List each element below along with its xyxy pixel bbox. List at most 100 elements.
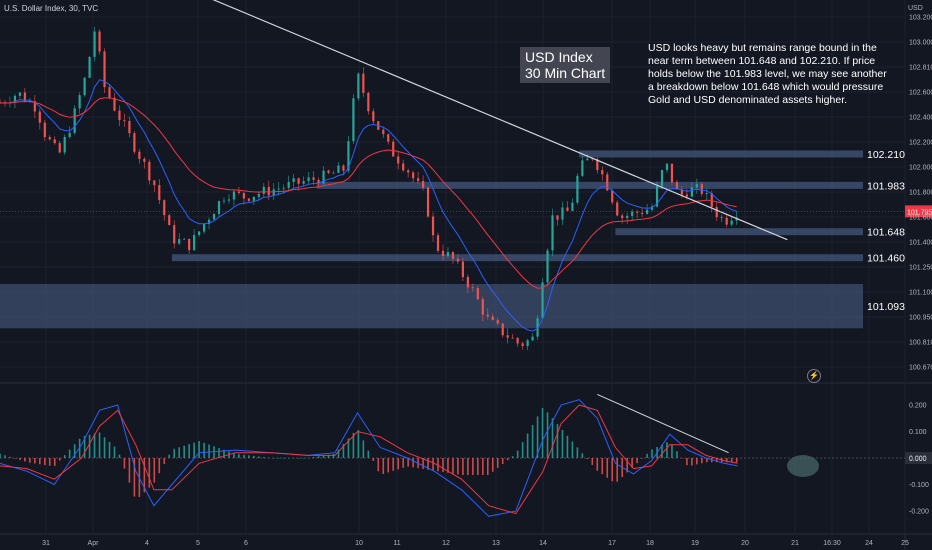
macd-histogram-bar [641,458,643,459]
horizontal-levels-layer [171,150,863,262]
macd-histogram-bar [307,457,310,459]
y-tick-label: 100.670 [909,365,932,372]
macd-histogram-bar [178,447,180,458]
candle-body [262,186,265,194]
candle-body [277,188,280,190]
y-tick-label: 102.200 [909,140,932,147]
macd-histogram-bar [0,453,1,458]
candle-body [287,181,290,188]
candle-body [252,196,255,201]
candle-body [232,191,236,200]
candle-body [466,277,469,288]
candle-body [581,160,584,176]
macd-histogram-bar [73,444,76,458]
macd-histogram-bar [317,456,320,458]
ma-fast-line [0,79,737,332]
macd-histogram-bar [302,458,305,459]
candle-body [675,182,679,190]
candle-body [705,193,708,194]
macd-histogram-bar [666,442,668,458]
candle-body [526,340,529,347]
macd-value-text: 0.000 [909,456,927,463]
macd-histogram-bar [606,458,609,478]
candle-body [108,87,111,98]
candle-body [606,174,609,191]
macd-histogram-bar [442,458,444,473]
current-price-badge [905,205,932,218]
candle-body [446,252,450,257]
current-price-text: 101.795 [907,209,932,216]
macd-histogram-bar [14,458,16,459]
candle-body [392,141,395,157]
y-tick-label: 101.100 [909,290,932,297]
candle-body [73,108,76,133]
candle-body [33,101,36,112]
macd-histogram-bar [725,458,728,463]
macd-histogram-bar [19,458,21,460]
candle-body [118,110,121,121]
x-tick-label: 6 [244,540,248,547]
x-tick-label: 19 [691,540,699,547]
macd-histogram-bar [208,444,210,458]
macd-histogram-bar [203,442,205,458]
macd-histogram-bar [88,434,91,458]
candle-body [58,143,61,153]
y-tick-label: 101.800 [909,190,932,197]
candle-body [367,92,370,112]
candle-body [636,211,639,213]
candle-body [496,319,499,324]
macd-histogram-bar [651,449,653,458]
macd-trendline [597,393,729,454]
macd-histogram-bar [521,442,524,458]
macd-histogram-bar [526,433,529,458]
candle-body [660,170,664,187]
macd-histogram-bar [258,456,260,458]
ma-slow-line [0,97,737,289]
candle-body [307,177,310,182]
macd-histogram-bar [601,458,604,475]
lightning-icon[interactable]: ⚡ [807,369,821,383]
macd-histogram-bar [472,458,474,475]
macd-histogram-bar [531,424,534,458]
macd-histogram-bar [53,458,56,466]
candle-body [571,202,574,211]
candle-body [417,178,420,181]
chart-title-box: USD Index 30 Min Chart [520,47,611,83]
macd-y-tick-label: -0.200 [909,509,929,516]
macd-histogram-bar [128,458,131,483]
candle-body [207,219,211,224]
macd-histogram-bar [24,458,26,462]
macd-line [0,399,738,517]
candle-body [631,211,634,216]
macd-histogram-bar [467,458,469,475]
candle-body [680,189,684,195]
candle-body [407,170,410,173]
macd-histogram-bar [103,437,106,458]
macd-histogram-bar [596,458,599,471]
candle-body [596,158,599,171]
macd-histogram-bar [516,450,519,458]
candle-body [88,56,91,78]
candle-body [212,214,216,220]
candle-body [347,141,350,171]
y-tick-label: 102.000 [909,165,932,172]
macd-histogram-bar [586,458,589,460]
candle-body [695,184,698,188]
y-tick-label: 102.400 [909,115,932,122]
macd-histogram-bar [297,458,300,459]
macd-histogram-bar [676,451,678,458]
candle-body [402,163,405,171]
candle-body [506,335,509,338]
y-tick-label: 101.400 [909,240,932,247]
candle-body [352,98,355,142]
candle-body [421,180,425,188]
macd-histogram-bar [118,454,121,458]
candle-body [372,111,375,122]
candle-body [670,163,674,183]
macd-histogram-bar [402,458,404,468]
macd-histogram-bar [312,457,315,458]
candle-body [690,187,693,197]
macd-histogram-bar [581,453,584,458]
